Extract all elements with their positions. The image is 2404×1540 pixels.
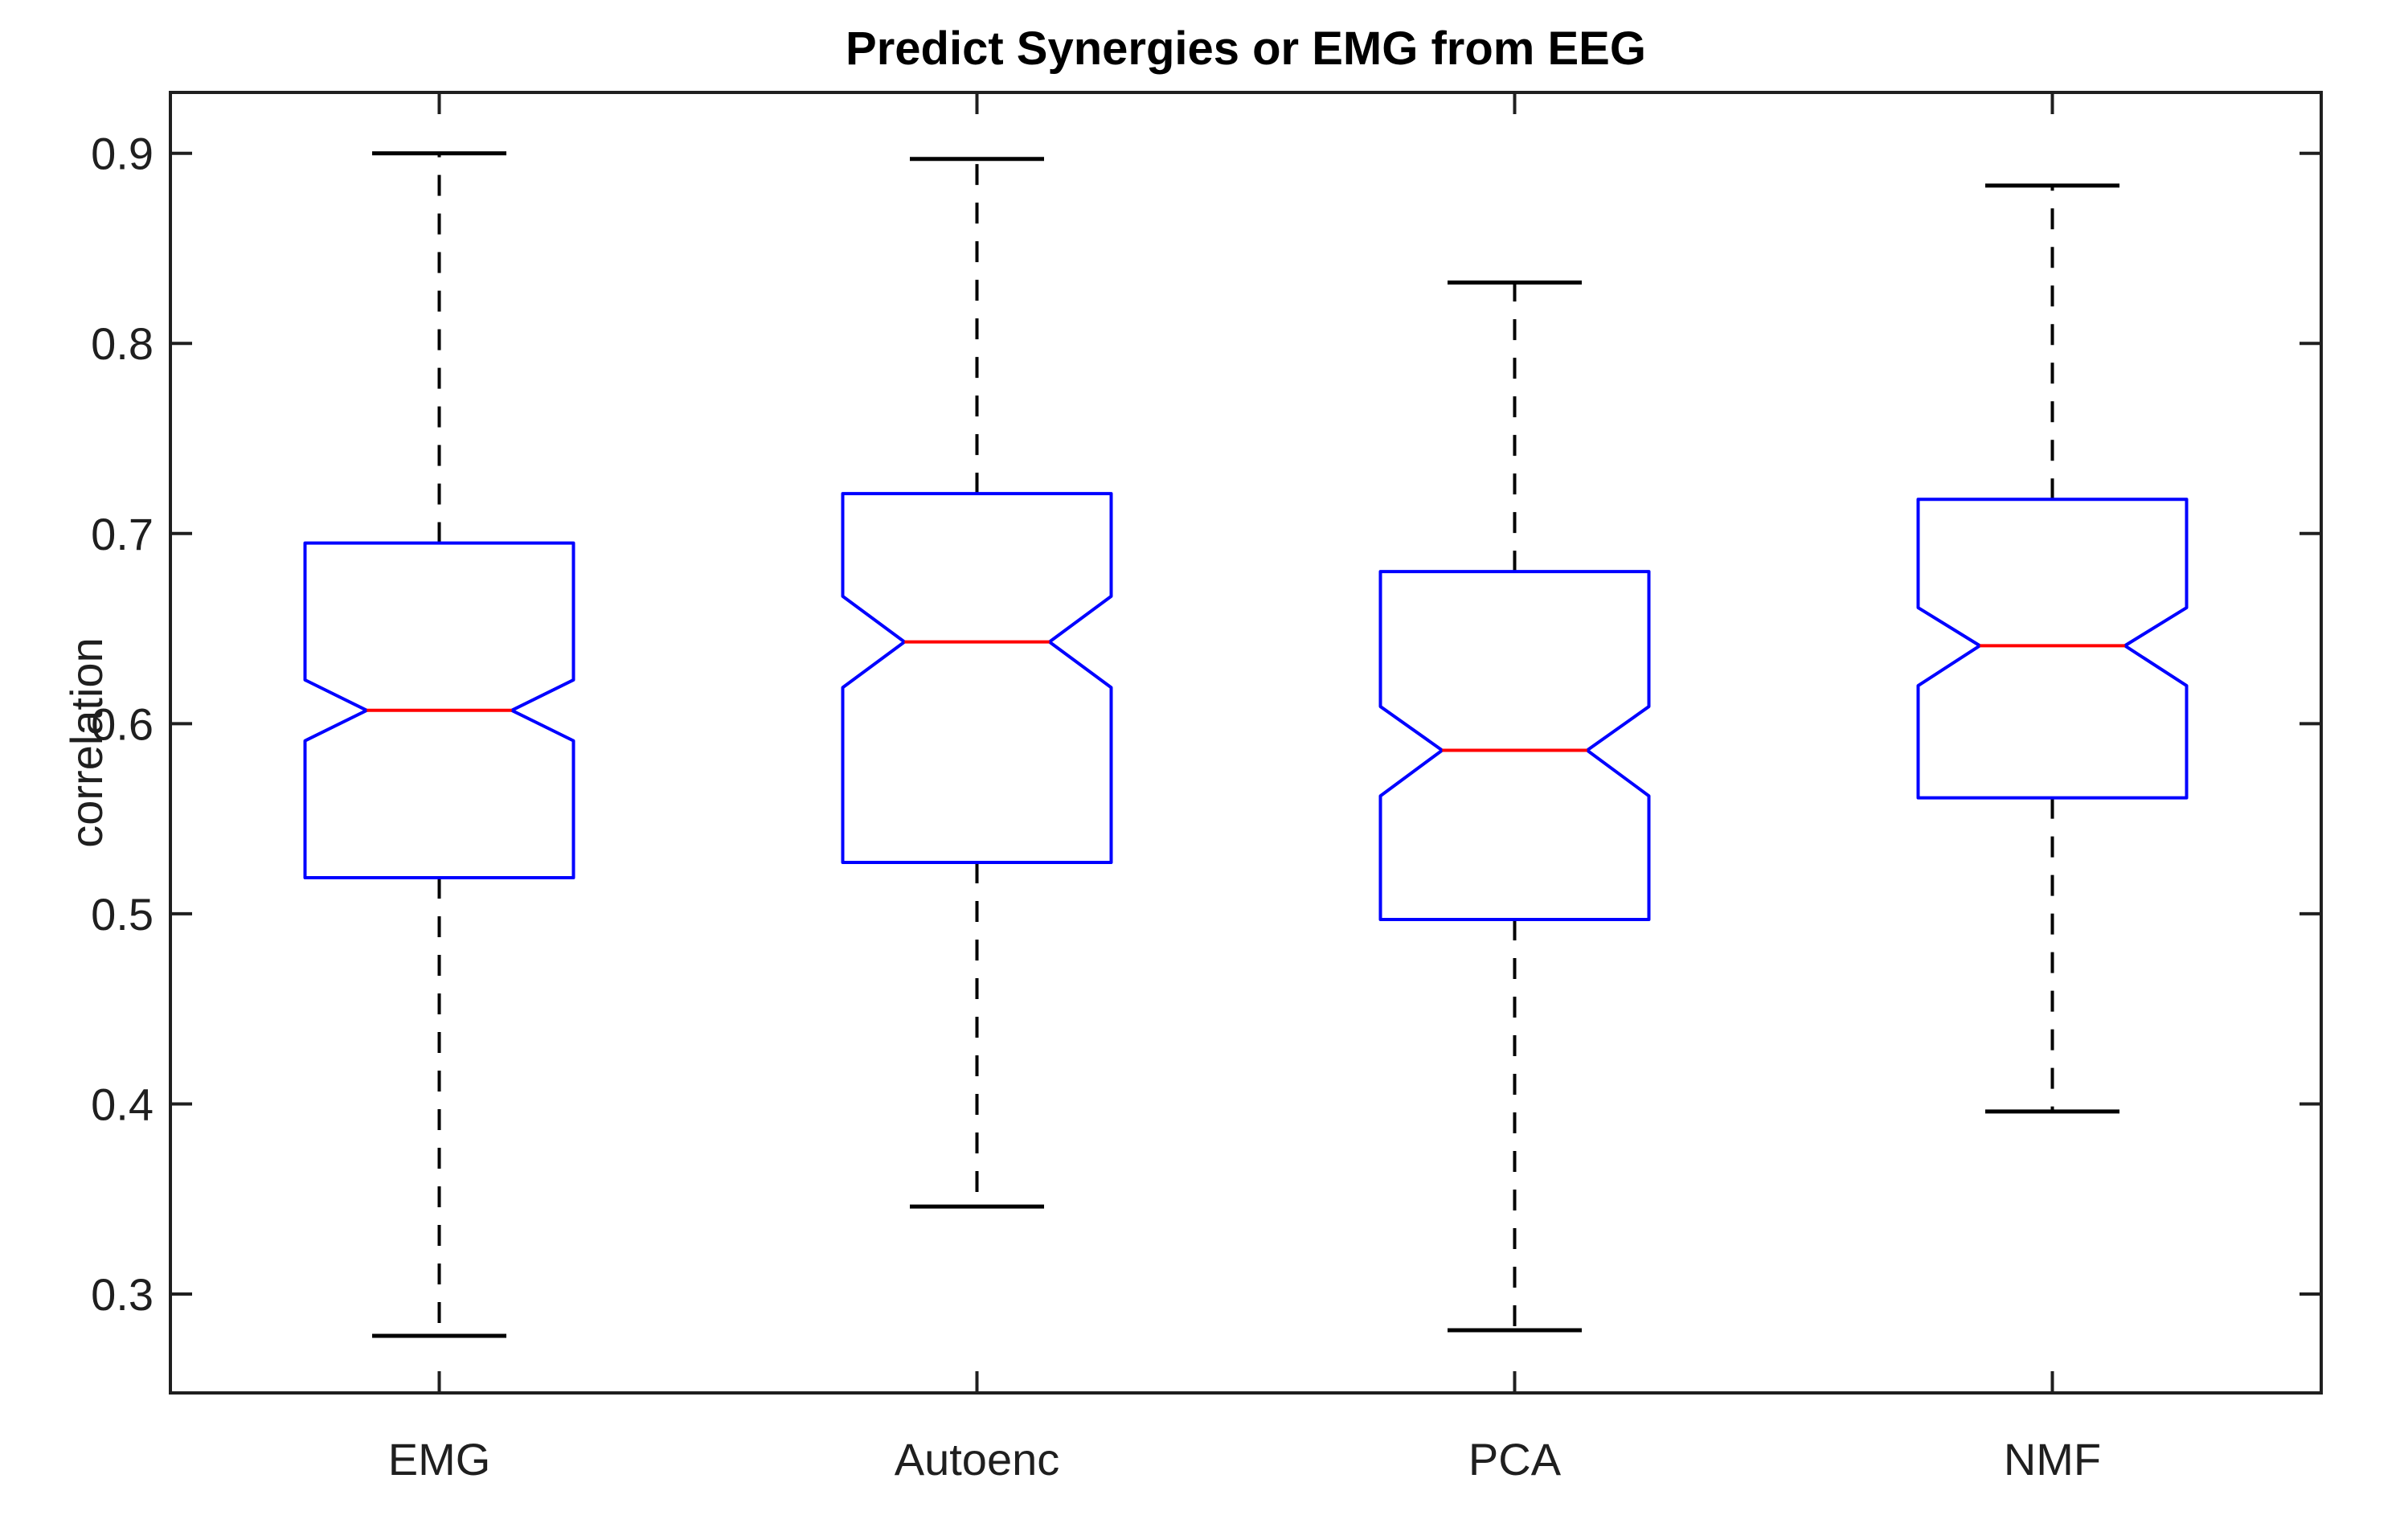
x-tick-label: EMG — [388, 1434, 491, 1485]
labels-layer: Predict Synergies or EMG from EEG correl… — [61, 23, 1646, 848]
y-tick-label: 0.3 — [91, 1269, 154, 1320]
chart-title: Predict Synergies or EMG from EEG — [846, 23, 1646, 75]
box-group-nmf — [1916, 183, 2189, 1114]
y-tick-label: 0.6 — [91, 698, 154, 749]
y-tick-label: 0.9 — [91, 129, 154, 179]
box-group-autoenc — [841, 157, 1113, 1209]
y-tick-label: 0.5 — [91, 889, 154, 940]
notched-box — [303, 541, 575, 879]
box-group-emg — [303, 151, 575, 1338]
x-tick-label: NMF — [2004, 1434, 2101, 1485]
axes-layer: 0.3 0.4 0.5 0.6 0.7 0.8 0.9 EMG Autoenc PCA NMF — [91, 91, 2323, 1485]
box-group-pca — [1378, 281, 1651, 1333]
notched-box — [1916, 498, 2189, 800]
notched-box — [841, 492, 1113, 865]
boxes-layer — [303, 151, 2189, 1338]
x-tick-label: PCA — [1468, 1434, 1562, 1485]
y-axis-label: correlation — [61, 637, 112, 847]
y-tick-label: 0.7 — [91, 509, 154, 559]
y-tick-label: 0.8 — [91, 318, 154, 369]
plot-border — [169, 91, 2323, 1395]
x-tick-label: Autoenc — [895, 1434, 1060, 1485]
y-tick-label: 0.4 — [91, 1079, 154, 1129]
notched-box — [1378, 570, 1651, 921]
